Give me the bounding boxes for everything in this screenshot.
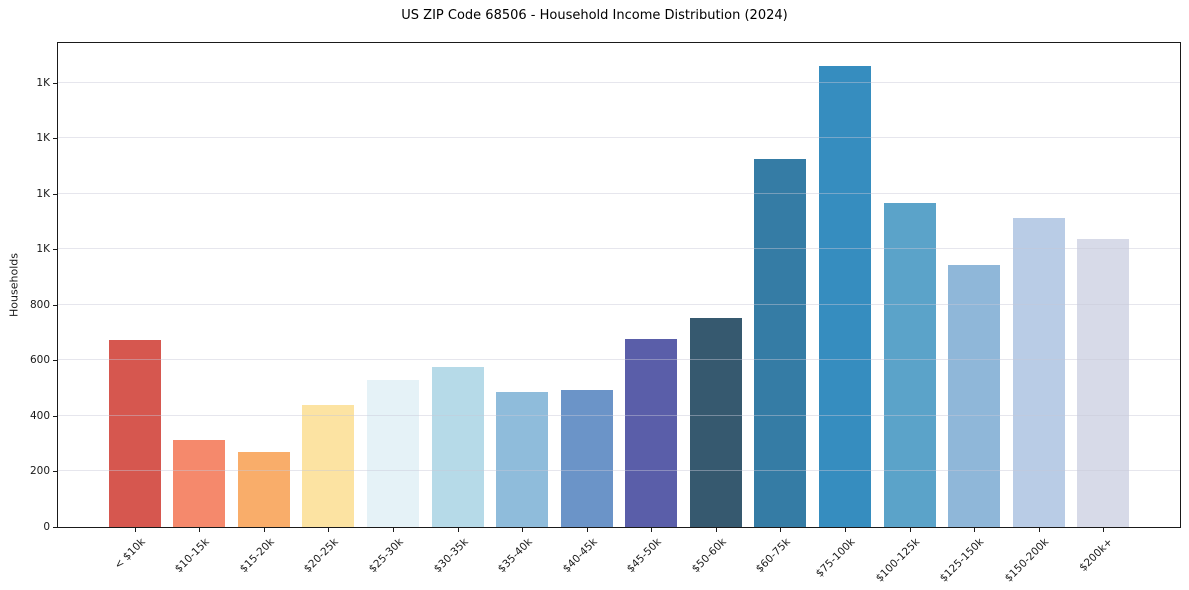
x-tick-label-text: $15-20k xyxy=(237,536,277,576)
y-tick-mark xyxy=(53,249,57,250)
bar xyxy=(1077,239,1129,527)
x-tick-label-text: $100-125k xyxy=(873,536,923,585)
y-tick-label: 0 xyxy=(43,521,50,533)
x-tick-label-text: $25-30k xyxy=(366,536,406,576)
y-tick-label: 600 xyxy=(29,354,50,366)
gridline xyxy=(58,193,1180,194)
y-tick-label: 1K xyxy=(36,188,50,200)
x-tick-mark xyxy=(974,528,975,532)
x-tick-mark xyxy=(780,528,781,532)
x-tick-mark xyxy=(458,528,459,532)
x-tick-label-text: $150-200k xyxy=(1002,536,1052,585)
y-tick-mark xyxy=(53,83,57,84)
x-tick-label-text: $75-100k xyxy=(813,536,858,580)
bar xyxy=(109,340,161,527)
x-tick-mark xyxy=(522,528,523,532)
y-tick-label: 400 xyxy=(29,410,50,422)
y-tick-mark xyxy=(53,305,57,306)
y-tick-mark xyxy=(53,138,57,139)
bar xyxy=(173,440,225,527)
y-tick-label: 200 xyxy=(29,465,50,477)
x-tick-label-text: $10-15k xyxy=(172,536,212,576)
bar xyxy=(496,392,548,527)
x-tick-label-text: $200k+ xyxy=(1077,536,1116,574)
x-tick-mark xyxy=(199,528,200,532)
y-tick-mark xyxy=(53,194,57,195)
gridline xyxy=(58,470,1180,471)
gridline xyxy=(58,137,1180,138)
x-tick-mark xyxy=(328,528,329,532)
plot-area xyxy=(57,42,1181,528)
gridline xyxy=(58,82,1180,83)
gridline xyxy=(58,304,1180,305)
bar xyxy=(625,339,677,527)
bar xyxy=(1013,218,1065,527)
x-tick-mark xyxy=(716,528,717,532)
y-tick-label: 1K xyxy=(36,132,50,144)
x-tick-mark xyxy=(1039,528,1040,532)
y-tick-label: 1K xyxy=(36,77,50,89)
x-tick-mark xyxy=(393,528,394,532)
y-tick-mark xyxy=(53,527,57,528)
x-tick-mark xyxy=(1103,528,1104,532)
x-tick-label-text: $35-40k xyxy=(495,536,535,576)
bar xyxy=(884,203,936,527)
bar xyxy=(754,159,806,527)
y-tick-mark xyxy=(53,471,57,472)
y-tick-label: 800 xyxy=(29,299,50,311)
x-tick-label-text: $50-60k xyxy=(689,536,729,576)
x-tick-mark xyxy=(910,528,911,532)
gridline xyxy=(58,359,1180,360)
x-tick-mark xyxy=(845,528,846,532)
x-tick-mark xyxy=(587,528,588,532)
x-tick-label-text: < $10k xyxy=(111,536,148,572)
x-tick-mark xyxy=(135,528,136,532)
bar xyxy=(302,405,354,527)
bar xyxy=(238,452,290,527)
x-tick-label-text: $20-25k xyxy=(301,536,341,576)
bar xyxy=(948,265,1000,527)
bar xyxy=(367,380,419,527)
x-tick-label-text: $30-35k xyxy=(431,536,471,576)
x-tick-label-text: $40-45k xyxy=(560,536,600,576)
gridline xyxy=(58,415,1180,416)
x-tick-label-text: $60-75k xyxy=(753,536,793,576)
x-tick-mark xyxy=(264,528,265,532)
y-tick-label: 1K xyxy=(36,243,50,255)
x-tick-mark xyxy=(651,528,652,532)
y-tick-mark xyxy=(53,360,57,361)
x-tick-label-text: $125-150k xyxy=(937,536,987,585)
bar xyxy=(819,66,871,527)
y-tick-mark xyxy=(53,416,57,417)
x-tick-label-text: $45-50k xyxy=(624,536,664,576)
bar xyxy=(690,318,742,527)
bar xyxy=(561,390,613,527)
chart-title: US ZIP Code 68506 - Household Income Dis… xyxy=(401,8,788,23)
y-axis-label: Households xyxy=(7,253,21,317)
gridline xyxy=(58,248,1180,249)
bar xyxy=(432,367,484,527)
